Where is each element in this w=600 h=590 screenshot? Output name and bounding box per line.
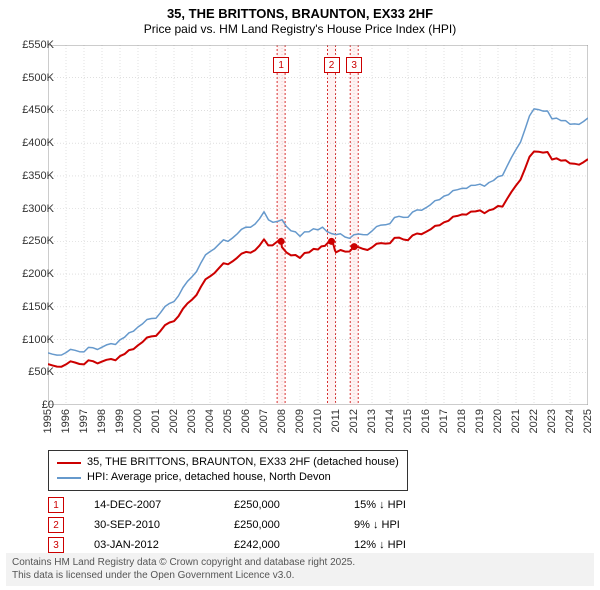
transaction-delta: 15% ↓ HPI (354, 499, 474, 511)
x-tick-label: 2025 (582, 409, 594, 433)
transaction-date: 14-DEC-2007 (94, 499, 234, 511)
x-tick-label: 2023 (546, 409, 558, 433)
x-tick-label: 2020 (492, 409, 504, 433)
transaction-row: 1 14-DEC-2007£250,00015% ↓ HPI (48, 495, 474, 515)
y-tick-label: £100K (10, 334, 54, 346)
x-tick-label: 2008 (276, 409, 288, 433)
x-tick-label: 2015 (402, 409, 414, 433)
x-tick-label: 2019 (474, 409, 486, 433)
legend-swatch (57, 462, 81, 464)
x-tick-label: 2006 (240, 409, 252, 433)
x-tick-label: 2018 (456, 409, 468, 433)
sale-marker: 3 (346, 57, 362, 73)
x-tick-label: 1999 (114, 409, 126, 433)
x-tick-label: 1996 (60, 409, 72, 433)
y-tick-label: £350K (10, 170, 54, 182)
transaction-row: 3 03-JAN-2012£242,00012% ↓ HPI (48, 535, 474, 555)
transaction-row: 2 30-SEP-2010£250,0009% ↓ HPI (48, 515, 474, 535)
line-chart (48, 45, 588, 405)
legend-swatch (57, 477, 81, 479)
x-tick-label: 2010 (312, 409, 324, 433)
y-tick-label: £550K (10, 39, 54, 51)
x-tick-label: 2000 (132, 409, 144, 433)
x-tick-label: 2017 (438, 409, 450, 433)
x-tick-label: 2001 (150, 409, 162, 433)
x-tick-label: 2013 (366, 409, 378, 433)
footer-line1: Contains HM Land Registry data © Crown c… (12, 557, 588, 570)
y-tick-label: £450K (10, 104, 54, 116)
transaction-price: £250,000 (234, 519, 354, 531)
y-tick-label: £200K (10, 268, 54, 280)
transaction-table: 1 14-DEC-2007£250,00015% ↓ HPI 2 30-SEP-201… (48, 495, 474, 555)
x-tick-label: 2024 (564, 409, 576, 433)
transaction-price: £250,000 (234, 499, 354, 511)
transaction-date: 30-SEP-2010 (94, 519, 234, 531)
y-tick-label: £250K (10, 235, 54, 247)
legend-item: HPI: Average price, detached house, Nort… (57, 470, 399, 485)
x-tick-label: 2009 (294, 409, 306, 433)
x-tick-label: 2011 (330, 409, 342, 433)
legend-label: HPI: Average price, detached house, Nort… (87, 470, 331, 485)
legend: 35, THE BRITTONS, BRAUNTON, EX33 2HF (de… (48, 450, 408, 491)
transaction-marker: 1 (48, 497, 64, 513)
transaction-delta: 9% ↓ HPI (354, 519, 474, 531)
y-tick-label: £400K (10, 137, 54, 149)
transaction-price: £242,000 (234, 539, 354, 551)
x-tick-label: 2002 (168, 409, 180, 433)
footer-attribution: Contains HM Land Registry data © Crown c… (6, 553, 594, 586)
sale-marker: 1 (273, 57, 289, 73)
transaction-marker: 2 (48, 517, 64, 533)
transaction-delta: 12% ↓ HPI (354, 539, 474, 551)
x-tick-label: 1997 (78, 409, 90, 433)
y-tick-label: £500K (10, 72, 54, 84)
x-tick-label: 2004 (204, 409, 216, 433)
x-tick-label: 2007 (258, 409, 270, 433)
x-tick-label: 2012 (348, 409, 360, 433)
x-tick-label: 2016 (420, 409, 432, 433)
transaction-marker: 3 (48, 537, 64, 553)
title-line1: 35, THE BRITTONS, BRAUNTON, EX33 2HF (0, 6, 600, 22)
x-tick-label: 2021 (510, 409, 522, 433)
x-tick-label: 2022 (528, 409, 540, 433)
legend-item: 35, THE BRITTONS, BRAUNTON, EX33 2HF (de… (57, 455, 399, 470)
transaction-date: 03-JAN-2012 (94, 539, 234, 551)
y-tick-label: £50K (10, 366, 54, 378)
legend-label: 35, THE BRITTONS, BRAUNTON, EX33 2HF (de… (87, 455, 399, 470)
title-line2: Price paid vs. HM Land Registry's House … (0, 22, 600, 37)
x-tick-label: 1998 (96, 409, 108, 433)
footer-line2: This data is licensed under the Open Gov… (12, 570, 588, 583)
x-tick-label: 2005 (222, 409, 234, 433)
x-tick-label: 2003 (186, 409, 198, 433)
x-tick-label: 2014 (384, 409, 396, 433)
x-tick-label: 1995 (42, 409, 54, 433)
y-tick-label: £150K (10, 301, 54, 313)
sale-marker: 2 (324, 57, 340, 73)
y-tick-label: £300K (10, 203, 54, 215)
chart-title: 35, THE BRITTONS, BRAUNTON, EX33 2HF Pri… (0, 0, 600, 37)
